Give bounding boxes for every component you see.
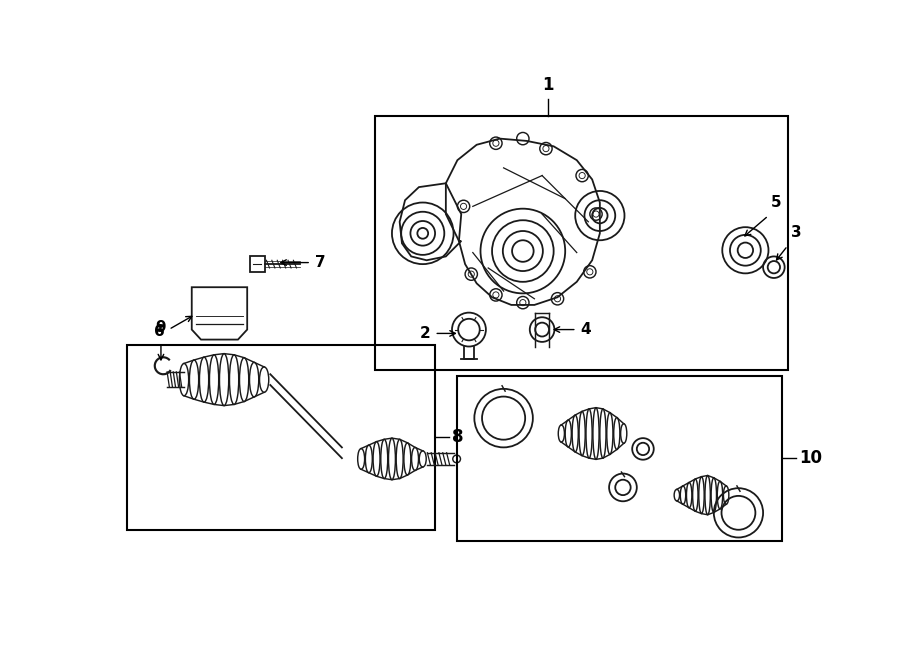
Bar (457, 375, 782, 541)
Text: 1: 1 (543, 76, 554, 94)
Bar (375, 116, 788, 369)
Text: 4: 4 (580, 322, 591, 337)
Text: 6: 6 (154, 325, 165, 339)
Text: 9: 9 (156, 320, 166, 335)
Text: 2: 2 (419, 326, 430, 341)
Text: 3: 3 (791, 225, 801, 240)
Text: 5: 5 (770, 195, 781, 210)
Text: 8: 8 (452, 428, 464, 446)
Bar (127, 345, 435, 529)
Text: 7: 7 (315, 255, 326, 270)
Text: 10: 10 (799, 449, 823, 467)
